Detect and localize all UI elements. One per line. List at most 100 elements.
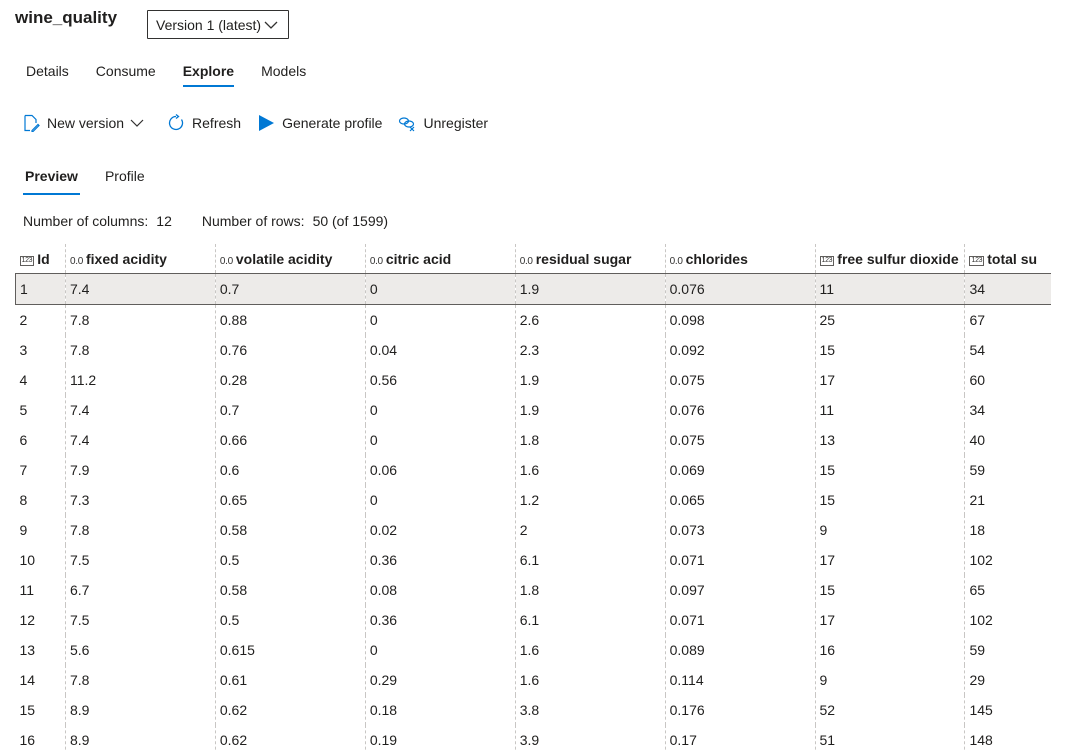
table-cell[interactable]: 14 bbox=[19, 672, 36, 688]
table-cell[interactable]: 67 bbox=[964, 304, 1051, 335]
table-cell[interactable]: 1.6 bbox=[514, 455, 666, 485]
table-cell[interactable]: 11 bbox=[19, 582, 35, 598]
table-cell[interactable]: 1.2 bbox=[514, 485, 666, 515]
table-cell[interactable]: 59 bbox=[964, 635, 1051, 665]
table-cell[interactable]: 17 bbox=[814, 605, 965, 635]
column-header[interactable]: 0.0 chlorides bbox=[664, 244, 815, 274]
table-row[interactable]: 16 8.9 0.62 0.19 3.9 0.17 51 148 bbox=[16, 725, 1051, 750]
column-header[interactable]: 123 Id bbox=[16, 244, 66, 274]
table-cell[interactable]: 0.097 bbox=[664, 575, 815, 605]
table-cell[interactable]: 0 bbox=[364, 273, 516, 305]
table-cell[interactable]: 9 bbox=[19, 522, 28, 538]
tab-details[interactable]: Details bbox=[26, 63, 69, 87]
table-cell[interactable]: 29 bbox=[964, 665, 1051, 695]
table-cell[interactable]: 4 bbox=[19, 372, 28, 388]
table-cell[interactable]: 8.9 bbox=[64, 725, 216, 750]
table-cell[interactable]: 25 bbox=[814, 304, 965, 335]
table-row[interactable]: 5 7.4 0.7 0 1.9 0.076 11 34 bbox=[16, 395, 1051, 425]
tab-consume[interactable]: Consume bbox=[96, 63, 156, 87]
generate-profile-button[interactable]: Generate profile bbox=[257, 114, 382, 132]
table-cell[interactable]: 102 bbox=[964, 605, 1051, 635]
table-cell[interactable]: 1.6 bbox=[514, 635, 666, 665]
table-cell[interactable]: 0.58 bbox=[214, 575, 366, 605]
table-cell[interactable]: 0.092 bbox=[664, 335, 815, 365]
table-cell[interactable]: 0.7 bbox=[214, 395, 366, 425]
table-row[interactable]: 6 7.4 0.66 0 1.8 0.075 13 40 bbox=[16, 425, 1051, 455]
table-cell[interactable]: 0.7 bbox=[214, 273, 366, 305]
table-cell[interactable]: 0.5 bbox=[214, 545, 366, 575]
table-cell[interactable]: 15 bbox=[19, 702, 36, 718]
unregister-button[interactable]: Unregister bbox=[398, 114, 488, 132]
table-cell[interactable]: 1.8 bbox=[514, 575, 666, 605]
table-cell[interactable]: 0.88 bbox=[214, 304, 366, 335]
column-header[interactable]: 0.0 citric acid bbox=[364, 244, 516, 274]
table-cell[interactable]: 0.075 bbox=[664, 425, 815, 455]
table-cell[interactable]: 7.4 bbox=[64, 273, 216, 305]
table-cell[interactable]: 1 bbox=[15, 273, 66, 305]
table-cell[interactable]: 15 bbox=[814, 485, 965, 515]
table-cell[interactable]: 0.071 bbox=[664, 605, 815, 635]
table-cell[interactable]: 2.6 bbox=[514, 304, 666, 335]
table-cell[interactable]: 34 bbox=[964, 273, 1051, 305]
table-cell[interactable]: 148 bbox=[964, 725, 1051, 750]
table-cell[interactable]: 0.098 bbox=[664, 304, 815, 335]
table-cell[interactable]: 0.069 bbox=[664, 455, 815, 485]
table-cell[interactable]: 0.06 bbox=[364, 455, 516, 485]
table-cell[interactable]: 9 bbox=[814, 665, 965, 695]
table-cell[interactable]: 21 bbox=[964, 485, 1051, 515]
table-cell[interactable]: 5 bbox=[19, 402, 28, 418]
table-cell[interactable]: 0 bbox=[364, 304, 516, 335]
tab-models[interactable]: Models bbox=[261, 63, 306, 87]
table-cell[interactable]: 2 bbox=[19, 312, 28, 328]
table-cell[interactable]: 2 bbox=[514, 515, 666, 545]
column-header[interactable]: 123 free sulfur dioxide bbox=[814, 244, 965, 274]
table-cell[interactable]: 0.36 bbox=[364, 545, 516, 575]
table-cell[interactable]: 17 bbox=[814, 365, 965, 395]
table-cell[interactable]: 0.36 bbox=[364, 605, 516, 635]
table-cell[interactable]: 40 bbox=[964, 425, 1051, 455]
table-cell[interactable]: 11 bbox=[814, 395, 965, 425]
table-cell[interactable]: 60 bbox=[964, 365, 1051, 395]
table-cell[interactable]: 0.076 bbox=[664, 395, 815, 425]
table-cell[interactable]: 11 bbox=[814, 273, 965, 305]
table-row[interactable]: 2 7.8 0.88 0 2.6 0.098 25 67 bbox=[16, 304, 1051, 335]
new-version-button[interactable]: New version bbox=[22, 114, 151, 132]
table-row[interactable]: 10 7.5 0.5 0.36 6.1 0.071 17 102 bbox=[16, 545, 1051, 575]
table-cell[interactable]: 0 bbox=[364, 485, 516, 515]
table-cell[interactable]: 0.176 bbox=[664, 695, 815, 725]
table-cell[interactable]: 0.62 bbox=[214, 725, 366, 750]
table-cell[interactable]: 0.18 bbox=[364, 695, 516, 725]
table-cell[interactable]: 0 bbox=[364, 395, 516, 425]
table-cell[interactable]: 59 bbox=[964, 455, 1051, 485]
table-cell[interactable]: 5.6 bbox=[64, 635, 216, 665]
table-cell[interactable]: 7.5 bbox=[64, 605, 216, 635]
table-cell[interactable]: 7.4 bbox=[64, 425, 216, 455]
table-cell[interactable]: 1.6 bbox=[514, 665, 666, 695]
column-header[interactable]: 0.0 volatile acidity bbox=[214, 244, 366, 274]
table-cell[interactable]: 8.9 bbox=[64, 695, 216, 725]
table-row[interactable]: 11 6.7 0.58 0.08 1.8 0.097 15 65 bbox=[16, 575, 1051, 605]
table-cell[interactable]: 16 bbox=[19, 732, 36, 748]
subtab-profile[interactable]: Profile bbox=[105, 168, 145, 194]
table-cell[interactable]: 0.075 bbox=[664, 365, 815, 395]
table-cell[interactable]: 12 bbox=[19, 612, 36, 628]
table-cell[interactable]: 13 bbox=[19, 642, 36, 658]
table-cell[interactable]: 0 bbox=[364, 425, 516, 455]
table-cell[interactable]: 0.6 bbox=[214, 455, 366, 485]
table-cell[interactable]: 7.5 bbox=[64, 545, 216, 575]
table-cell[interactable]: 2.3 bbox=[514, 335, 666, 365]
table-cell[interactable]: 7.9 bbox=[64, 455, 216, 485]
table-cell[interactable]: 0.08 bbox=[364, 575, 516, 605]
table-cell[interactable]: 0.076 bbox=[664, 273, 815, 305]
table-cell[interactable]: 52 bbox=[814, 695, 965, 725]
table-cell[interactable]: 0.66 bbox=[214, 425, 366, 455]
table-cell[interactable]: 0.58 bbox=[214, 515, 366, 545]
table-cell[interactable]: 0.071 bbox=[664, 545, 815, 575]
column-header[interactable]: 0.0 residual sugar bbox=[514, 244, 666, 274]
table-cell[interactable]: 145 bbox=[964, 695, 1051, 725]
table-cell[interactable]: 0.114 bbox=[664, 665, 815, 695]
table-cell[interactable]: 34 bbox=[964, 395, 1051, 425]
table-cell[interactable]: 6.7 bbox=[64, 575, 216, 605]
table-cell[interactable]: 0.089 bbox=[664, 635, 815, 665]
table-row[interactable]: 8 7.3 0.65 0 1.2 0.065 15 21 bbox=[16, 485, 1051, 515]
